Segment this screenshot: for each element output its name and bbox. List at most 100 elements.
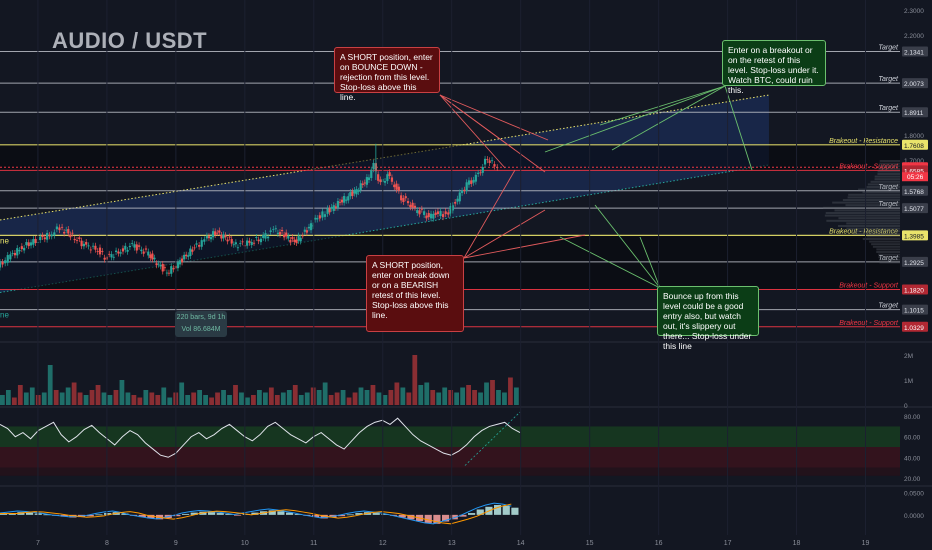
- volume-profile-bar: [845, 204, 900, 207]
- volume-bar: [209, 397, 214, 405]
- volume-profile-bar: [878, 167, 900, 170]
- candle-body: [55, 226, 58, 230]
- candle-body: [361, 183, 364, 185]
- price-pane[interactable]: Target Target Target Brakeout - Resistance B…: [0, 44, 900, 328]
- candle-body: [303, 229, 306, 232]
- axis-date-label: 18: [793, 540, 801, 547]
- volume-bar: [454, 392, 460, 405]
- range-bars-label: 220 bars, 9d 1h: [176, 314, 226, 321]
- macd-histogram-bar: [147, 514, 155, 519]
- candle-body: [128, 245, 131, 248]
- volume-bar: [466, 385, 471, 405]
- candle-body: [69, 234, 72, 238]
- volume-bar: [95, 385, 101, 405]
- candle-body: [406, 201, 410, 204]
- candle-body: [283, 234, 286, 238]
- volume-bar: [29, 387, 35, 405]
- axis-price-tag: [902, 304, 928, 315]
- candle-body: [228, 236, 231, 238]
- axis-price-tag: [902, 321, 928, 332]
- volume-bar: [257, 390, 262, 405]
- volume-profile-bar: [838, 217, 900, 220]
- candle-body: [224, 235, 227, 238]
- level-label: Target: [878, 105, 899, 112]
- candle-body: [436, 211, 440, 215]
- volume-bar: [11, 397, 17, 405]
- candle-body: [183, 254, 186, 260]
- volume-bar: [221, 390, 226, 405]
- volume-profile-bar: [846, 222, 900, 225]
- annotation-bounce-up[interactable]: Bounce up from this level could be a goo…: [657, 286, 759, 351]
- candle-body: [96, 251, 99, 252]
- candle-body: [16, 248, 19, 256]
- volume-bar: [388, 390, 394, 405]
- candle-body: [32, 239, 35, 245]
- candle-body: [78, 237, 81, 240]
- volume-bar: [496, 390, 501, 405]
- volume-bar: [0, 395, 5, 405]
- range-volume-label: Vol 86.684M: [181, 326, 221, 333]
- volume-bar: [239, 392, 244, 405]
- candle-body: [193, 247, 196, 249]
- annotation-connector: [559, 236, 661, 289]
- candle-body: [161, 263, 164, 272]
- axis-price-tag: [902, 256, 928, 267]
- volume-bar: [53, 390, 59, 405]
- volume-bar: [59, 392, 65, 405]
- candle-body: [287, 235, 290, 239]
- candle-body: [334, 206, 337, 208]
- volume-bar: [358, 387, 364, 405]
- candle-body: [370, 169, 373, 178]
- axis-price-label: 1.8000: [904, 133, 924, 140]
- volume-bar: [406, 392, 412, 405]
- candle-body: [198, 245, 201, 247]
- candle-body: [316, 218, 319, 220]
- volume-bar: [119, 380, 125, 405]
- macd-histogram-bar: [398, 514, 406, 518]
- candle-body: [103, 257, 106, 260]
- volume-bar: [65, 387, 71, 405]
- candle-body: [257, 239, 260, 242]
- volume-pane: [0, 355, 519, 405]
- candle-body: [80, 240, 83, 247]
- macd-histogram-bar: [338, 514, 346, 517]
- volume-bar: [394, 382, 400, 405]
- volume-bar: [161, 387, 167, 405]
- axis-date-label: 10: [241, 540, 249, 547]
- candle-body: [114, 250, 118, 253]
- volume-bar: [472, 390, 477, 405]
- candle-body: [23, 247, 26, 251]
- annotation-breakout-retest[interactable]: Enter on a breakout or on the retest of …: [722, 40, 826, 95]
- candle-body: [119, 252, 122, 254]
- candle-body: [486, 159, 489, 161]
- volume-bar: [484, 382, 489, 405]
- volume-bar: [364, 390, 370, 405]
- candle-body: [349, 192, 352, 197]
- annotation-short-bounce-down[interactable]: A SHORT position, enter on BOUNCE DOWN -…: [334, 47, 440, 102]
- candle-body: [295, 239, 298, 244]
- axis-price-label: 1.7000: [904, 158, 924, 165]
- axis-date-label: 12: [379, 540, 387, 547]
- axis-price-label: 1.1820: [904, 288, 924, 295]
- candle-body: [351, 191, 354, 196]
- axis-price-tag: [902, 107, 928, 118]
- candle-body: [176, 262, 180, 269]
- macd-histogram-bar: [121, 513, 129, 515]
- macd-histogram-bar: [294, 513, 302, 515]
- candle-body: [34, 238, 37, 243]
- candle-body: [209, 236, 213, 240]
- axis-date-label: 14: [517, 540, 525, 547]
- candle-body: [363, 182, 366, 184]
- macd-pane: [0, 502, 519, 525]
- annotation-short-break-down[interactable]: A SHORT position, enter on break down or…: [366, 255, 464, 332]
- macd-histogram-bar: [433, 514, 441, 524]
- candle-body: [159, 264, 162, 267]
- macd-histogram-bar: [251, 512, 259, 515]
- axis-rsi-label: 60.00: [904, 435, 921, 442]
- candle-body: [149, 254, 152, 258]
- axis-date-label: 16: [655, 540, 663, 547]
- volume-bar: [448, 390, 454, 405]
- candle-body: [65, 229, 68, 231]
- candle-body: [328, 208, 331, 213]
- axis-rsi-label: 40.00: [904, 455, 921, 462]
